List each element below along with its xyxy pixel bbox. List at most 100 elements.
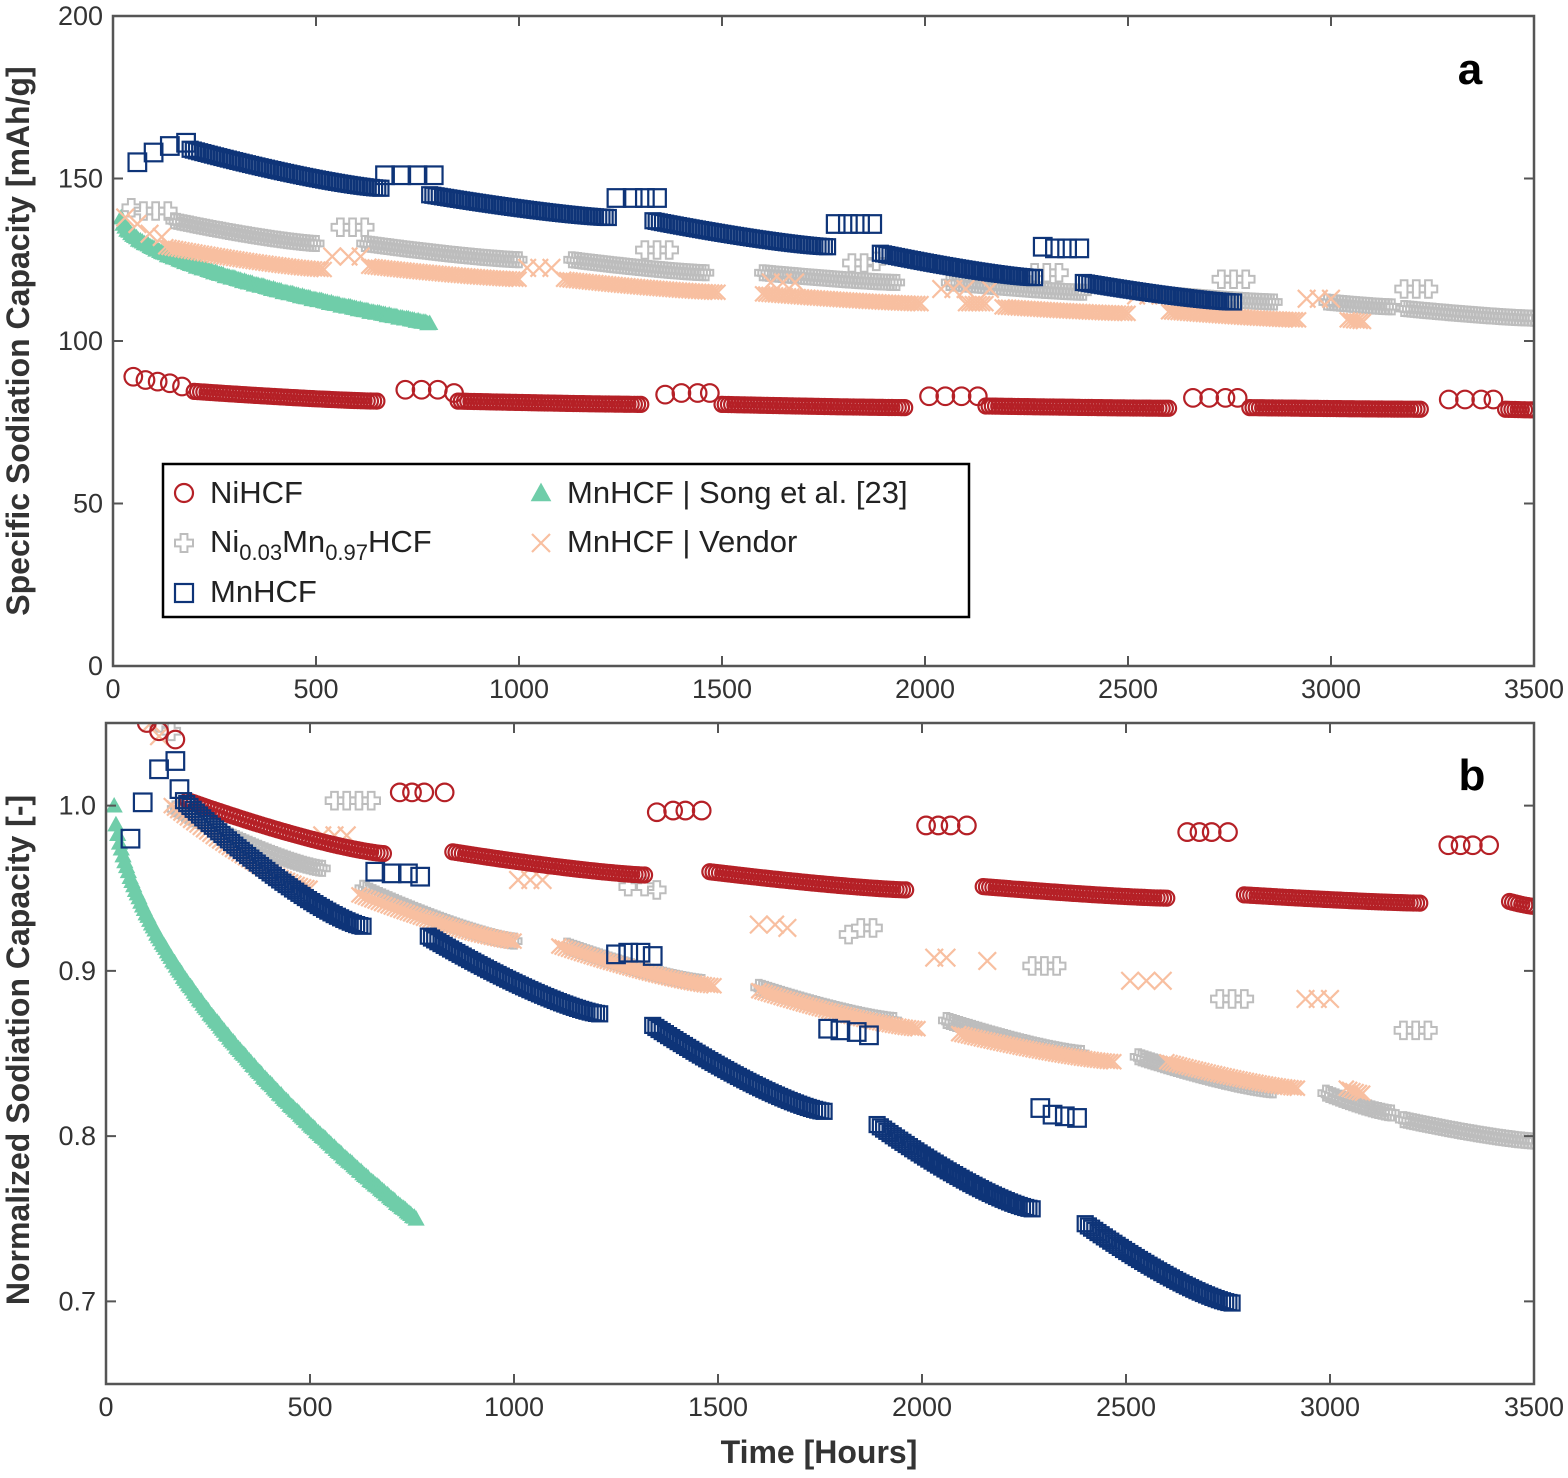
data-point: [628, 961, 645, 978]
data-point: [1285, 1079, 1303, 1097]
data-point: [644, 965, 661, 983]
data-point: [637, 963, 655, 981]
data-point: [760, 985, 777, 1002]
data-point: [372, 179, 390, 197]
legend-marker-mnhcf: [173, 582, 195, 604]
data-point: [1199, 387, 1220, 408]
data-point: [691, 800, 712, 821]
data-point: [476, 927, 494, 945]
data-point: [940, 815, 961, 836]
data-point: [361, 790, 381, 811]
data-point: [410, 866, 431, 887]
data-point: [1394, 279, 1414, 299]
data-point: [591, 1005, 609, 1023]
data-point: [1183, 387, 1203, 408]
data-point: [791, 994, 809, 1012]
data-point: [1282, 1079, 1300, 1096]
data-point: [969, 1029, 987, 1047]
panel-b-y-axis-label: Normalized Sodiation Capacity [-]: [0, 795, 36, 1305]
data-point: [814, 1000, 831, 1018]
data-point: [973, 1030, 990, 1048]
data-point: [624, 960, 642, 978]
y-tick-label: 50: [73, 489, 103, 519]
data-point: [785, 992, 803, 1010]
data-point: [398, 863, 418, 884]
data-point: [888, 274, 906, 291]
data-point: [1015, 1039, 1032, 1057]
y-tick-label: 0.7: [58, 1286, 96, 1316]
data-point: [706, 283, 724, 301]
panel-b: 0 500 1000 1500 2000 2500 3000 3500 0.7 0.8 0.9 1.…: [0, 698, 1564, 1470]
data-point: [147, 371, 168, 392]
data-point: [127, 152, 148, 173]
series-square-2: [127, 132, 1243, 311]
x-tick-label: 2000: [895, 674, 955, 704]
data-point: [936, 948, 957, 968]
data-point: [650, 967, 668, 984]
data-point: [473, 926, 490, 944]
data-point: [775, 990, 793, 1007]
data-point: [854, 253, 874, 273]
data-point: [1158, 1053, 1176, 1071]
data-point: [460, 923, 478, 941]
data-point: [956, 815, 977, 836]
data-point: [1289, 1079, 1306, 1097]
data-point: [998, 1036, 1016, 1053]
data-point: [995, 1035, 1013, 1053]
series-x-4: [115, 207, 1372, 330]
data-point: [1418, 1020, 1438, 1041]
panel-b-label: b: [1459, 751, 1486, 800]
data-point: [499, 932, 516, 949]
data-point: [1525, 897, 1534, 916]
data-point: [702, 977, 719, 994]
data-point: [1018, 1040, 1035, 1057]
panel-a-x-ticks: 0 500 1000 1500 2000 2500 3000 3500: [105, 16, 1564, 704]
x-tick-label: 500: [287, 1392, 332, 1422]
data-point: [134, 698, 152, 716]
data-point: [1116, 305, 1134, 322]
data-point: [1351, 313, 1369, 330]
data-point: [414, 782, 435, 803]
data-point: [906, 1020, 924, 1037]
data-point: [444, 918, 461, 936]
data-point: [107, 815, 125, 832]
data-point: [785, 272, 805, 293]
data-point: [1023, 1200, 1041, 1218]
data-point: [1212, 1066, 1230, 1084]
data-point: [763, 986, 780, 1003]
data-point: [909, 1020, 927, 1037]
data-point: [1193, 1062, 1211, 1079]
legend-label-nimn-sub2: 0.97: [325, 540, 368, 565]
data-point: [826, 1004, 844, 1021]
data-point: [141, 723, 161, 733]
data-point: [130, 698, 148, 716]
data-point: [960, 1027, 977, 1045]
data-point: [483, 929, 500, 946]
legend-marker-mnhcf-shape: [173, 582, 195, 604]
data-point: [1021, 1040, 1039, 1058]
data-point: [423, 165, 444, 186]
legend-marker-nimn-shape: [174, 533, 194, 553]
data-point: [779, 991, 796, 1008]
x-tick-label: 3500: [1504, 1392, 1564, 1422]
data-point: [1351, 1084, 1368, 1101]
data-point: [391, 165, 412, 186]
data-point: [1011, 1038, 1029, 1056]
data-point: [634, 188, 655, 208]
data-point: [1411, 894, 1429, 912]
x-tick-label: 0: [98, 1392, 113, 1422]
data-point: [859, 1025, 879, 1046]
panel-a: 0 500 1000 1500 2000 2500 3000 3500 0 50 100 150 20…: [0, 1, 1564, 704]
y-tick-label: 0: [88, 651, 103, 681]
data-point: [1406, 279, 1427, 299]
data-point: [1321, 289, 1341, 309]
legend-marker-song-shape: [530, 482, 552, 502]
legend-label-nimn-ni: Ni: [210, 524, 239, 559]
legend-marker-vendor: [531, 533, 551, 553]
data-point: [152, 227, 172, 247]
data-point: [618, 876, 639, 897]
data-point: [145, 201, 166, 221]
data-point: [1223, 269, 1244, 290]
data-point: [143, 142, 164, 163]
